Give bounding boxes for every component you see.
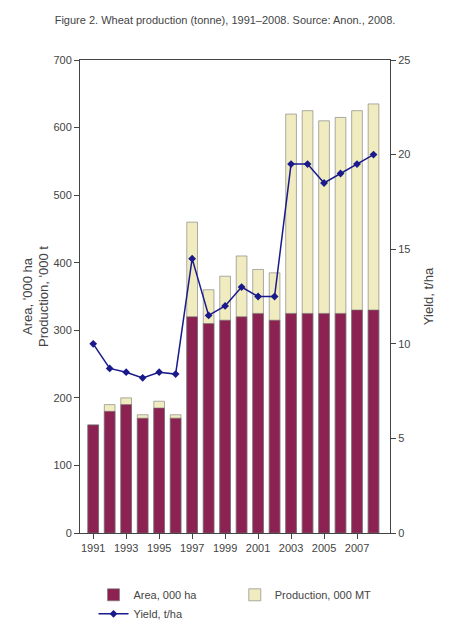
- svg-text:2003: 2003: [279, 542, 303, 554]
- svg-text:10: 10: [398, 338, 410, 350]
- svg-text:Figure 2. Wheat production (to: Figure 2. Wheat production (tonne), 1991…: [55, 14, 396, 26]
- svg-text:2001: 2001: [246, 542, 270, 554]
- svg-text:0: 0: [398, 527, 404, 539]
- svg-text:Yield, t/ha: Yield, t/ha: [421, 267, 436, 325]
- svg-text:Yield, t/ha: Yield, t/ha: [134, 608, 183, 620]
- svg-text:1995: 1995: [147, 542, 171, 554]
- svg-text:200: 200: [53, 392, 71, 404]
- svg-text:Production, 000 MT: Production, 000 MT: [275, 589, 371, 601]
- svg-text:500: 500: [53, 189, 71, 201]
- svg-text:100: 100: [53, 459, 71, 471]
- svg-text:2007: 2007: [345, 542, 369, 554]
- svg-text:5: 5: [398, 432, 404, 444]
- svg-text:1997: 1997: [180, 542, 204, 554]
- svg-text:1999: 1999: [213, 542, 237, 554]
- svg-text:2005: 2005: [312, 542, 336, 554]
- svg-text:1993: 1993: [114, 542, 138, 554]
- svg-text:20: 20: [398, 148, 410, 160]
- svg-text:15: 15: [398, 243, 410, 255]
- svg-text:1991: 1991: [81, 542, 105, 554]
- svg-text:0: 0: [66, 527, 72, 539]
- svg-text:400: 400: [53, 257, 71, 269]
- svg-text:700: 700: [53, 54, 71, 66]
- svg-text:600: 600: [53, 121, 71, 133]
- svg-text:Area, '000 haProduction, '000: Area, '000 haProduction, '000 t: [20, 246, 52, 347]
- svg-text:Area, 000 ha: Area, 000 ha: [134, 589, 198, 601]
- svg-text:25: 25: [398, 54, 410, 66]
- svg-text:300: 300: [53, 324, 71, 336]
